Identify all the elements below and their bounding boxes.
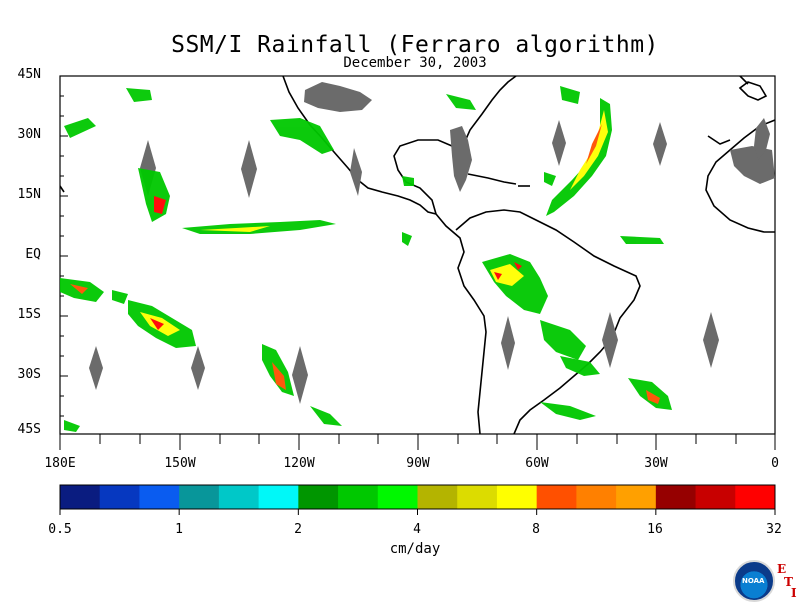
map-date: December 30, 2003 <box>343 55 487 71</box>
logo-letter-t: T <box>784 575 793 589</box>
colorbar-label: 2 <box>294 522 302 537</box>
lon-label-120w: 120W <box>283 456 315 471</box>
lat-label-15s: 15S <box>17 307 41 322</box>
map-title: SSM/I Rainfall (Ferraro algorithm) <box>171 32 659 58</box>
colorbar-swatch <box>60 485 101 509</box>
longitude-ticks <box>59 434 776 450</box>
colorbar <box>59 485 776 515</box>
colorbar-swatch <box>99 485 140 509</box>
lon-label-30w: 30W <box>644 456 668 471</box>
lon-label-90w: 90W <box>406 456 430 471</box>
colorbar-swatch <box>218 485 260 509</box>
colorbar-units: cm/day <box>389 541 441 557</box>
lat-label-30s: 30S <box>17 367 41 382</box>
colorbar-swatch <box>457 485 498 509</box>
colorbar-swatch <box>695 485 736 509</box>
rainfall-areas <box>60 86 672 432</box>
lat-label-30n: 30N <box>17 127 41 142</box>
map-layer <box>60 76 775 434</box>
logo-letter-e: E <box>777 562 787 576</box>
noaa-logo-text: NOAA <box>742 577 765 585</box>
colorbar-swatch <box>258 485 299 509</box>
colorbar-label: 1 <box>175 522 183 537</box>
colorbar-label: 8 <box>532 522 540 537</box>
colorbar-swatch <box>496 485 538 509</box>
colorbar-swatch <box>536 485 577 509</box>
lon-label-0: 0 <box>771 456 779 471</box>
colorbar-swatch <box>179 485 220 509</box>
lat-label-45n: 45N <box>17 67 41 82</box>
colorbar-swatch <box>576 485 617 509</box>
colorbar-swatch <box>735 485 776 509</box>
colorbar-frame <box>59 484 776 510</box>
lat-label-45s: 45S <box>17 422 41 437</box>
colorbar-swatch <box>139 485 180 509</box>
latitude-ticks <box>60 75 68 417</box>
lon-label-180e: 180E <box>44 456 76 471</box>
colorbar-swatch <box>616 485 657 509</box>
noaa-logo-icon <box>733 560 775 602</box>
lon-label-60w: 60W <box>525 456 549 471</box>
logo-letter-i: I <box>791 586 797 600</box>
colorbar-swatch <box>298 485 339 509</box>
colorbar-label: 16 <box>647 522 663 537</box>
colorbar-label: 4 <box>413 522 421 537</box>
map-frame <box>59 75 776 435</box>
lat-label-eq: EQ <box>25 247 41 262</box>
land-mask-areas <box>304 82 775 192</box>
colorbar-swatch <box>377 485 418 509</box>
lon-label-150w: 150W <box>164 456 196 471</box>
colorbar-swatch <box>417 485 458 509</box>
colorbar-swatch <box>338 485 379 509</box>
colorbar-swatch <box>655 485 697 509</box>
colorbar-label: 32 <box>766 522 782 537</box>
colorbar-label: 0.5 <box>48 522 72 537</box>
lat-label-15n: 15N <box>17 187 41 202</box>
